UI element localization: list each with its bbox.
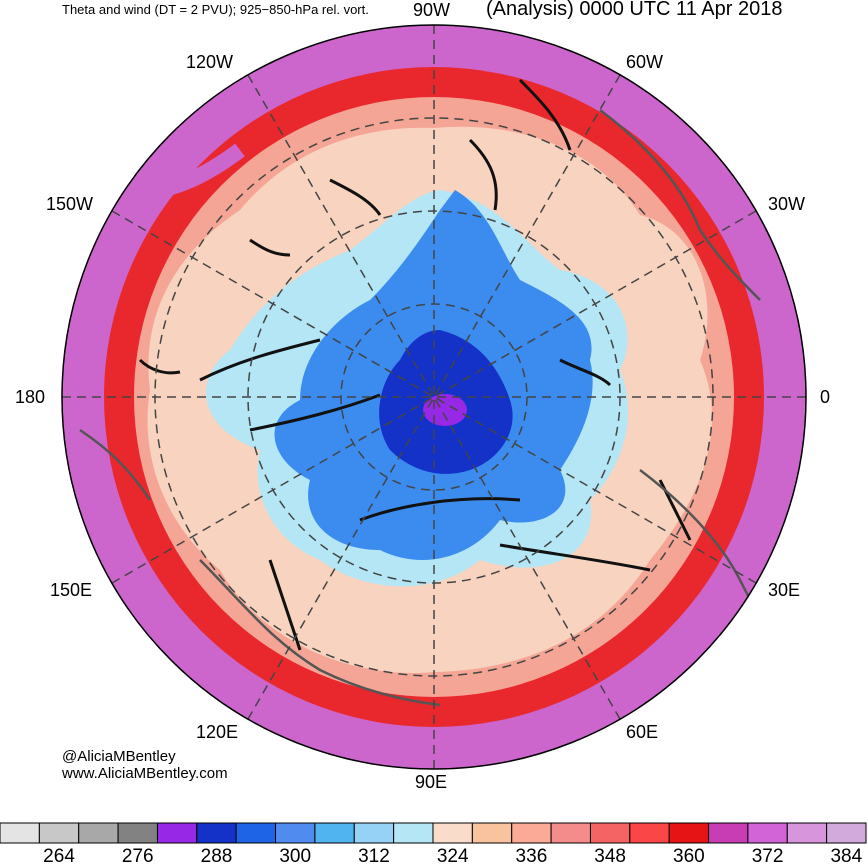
lon-label-60e: 60E (626, 722, 659, 742)
colorbar-swatch (235, 822, 277, 844)
credit-website: www.AliciaMBentley.com (62, 765, 228, 782)
colorbar-swatch (747, 822, 788, 844)
colorbar-swatch (589, 822, 631, 844)
colorbar-swatch (156, 822, 198, 844)
lon-label-90e: 90E (415, 772, 448, 792)
lon-label-150w: 150W (46, 194, 94, 214)
lon-label-30e: 30E (768, 580, 801, 600)
lon-label-180: 180 (15, 387, 46, 407)
colorbar-swatch (38, 822, 80, 844)
colorbar-swatch (511, 822, 552, 844)
colorbar-swatch (0, 822, 40, 844)
header-left-title: Theta and wind (DT = 2 PVU); 925−850-hPa… (62, 2, 369, 17)
colorbar-tick-label: 360 (673, 846, 705, 867)
colorbar-swatch (629, 822, 670, 844)
colorbar-swatch (196, 822, 237, 844)
colorbar-swatch (826, 822, 867, 844)
colorbar-swatch (78, 822, 119, 844)
lon-label-120e: 120E (196, 722, 239, 742)
colorbar-swatch (432, 822, 473, 844)
lon-label-0: 0 (820, 387, 831, 407)
colorbar-tick-label: 312 (358, 846, 390, 867)
colorbar-tick-label: 300 (279, 846, 312, 867)
colorbar-swatch (708, 822, 749, 844)
colorbar-tick-label: 384 (830, 846, 863, 867)
lon-label-120w: 120W (186, 52, 234, 72)
colorbar-swatch (550, 822, 591, 844)
colorbar-swatch (786, 822, 828, 844)
purple-streak-se (695, 516, 787, 645)
colorbar-swatch (668, 822, 710, 844)
lon-label-60w: 60W (626, 52, 664, 72)
colorbar-tick-label: 336 (515, 846, 548, 867)
colorbar-tick-label: 288 (200, 846, 233, 867)
colorbar-swatch (314, 822, 355, 844)
colorbar-tick-label: 264 (43, 846, 75, 867)
colorbar-swatch (275, 822, 316, 844)
colorbar-tick-label: 324 (436, 846, 469, 867)
header-right-title: (Analysis) 0000 UTC 11 Apr 2018 (486, 0, 783, 20)
colorbar-swatch (353, 822, 395, 844)
credit-handle: @AliciaMBentley (62, 748, 176, 765)
colorbar-tick-label: 372 (751, 846, 784, 867)
map-boundary (61, 24, 807, 770)
lon-label-150e: 150E (50, 580, 93, 600)
colorbar-tick-label: 348 (594, 846, 626, 867)
colorbar-swatch (393, 822, 434, 844)
graticule (62, 25, 806, 769)
lon-label-30w: 30W (768, 194, 806, 214)
colorbar-swatch (117, 822, 158, 844)
colorbar-tick-label: 276 (121, 846, 154, 867)
colorbar (0, 822, 867, 844)
vorticity-contours (138, 78, 692, 651)
lon-label-90w: 90W (413, 0, 451, 20)
colorbar-swatch (471, 822, 513, 844)
